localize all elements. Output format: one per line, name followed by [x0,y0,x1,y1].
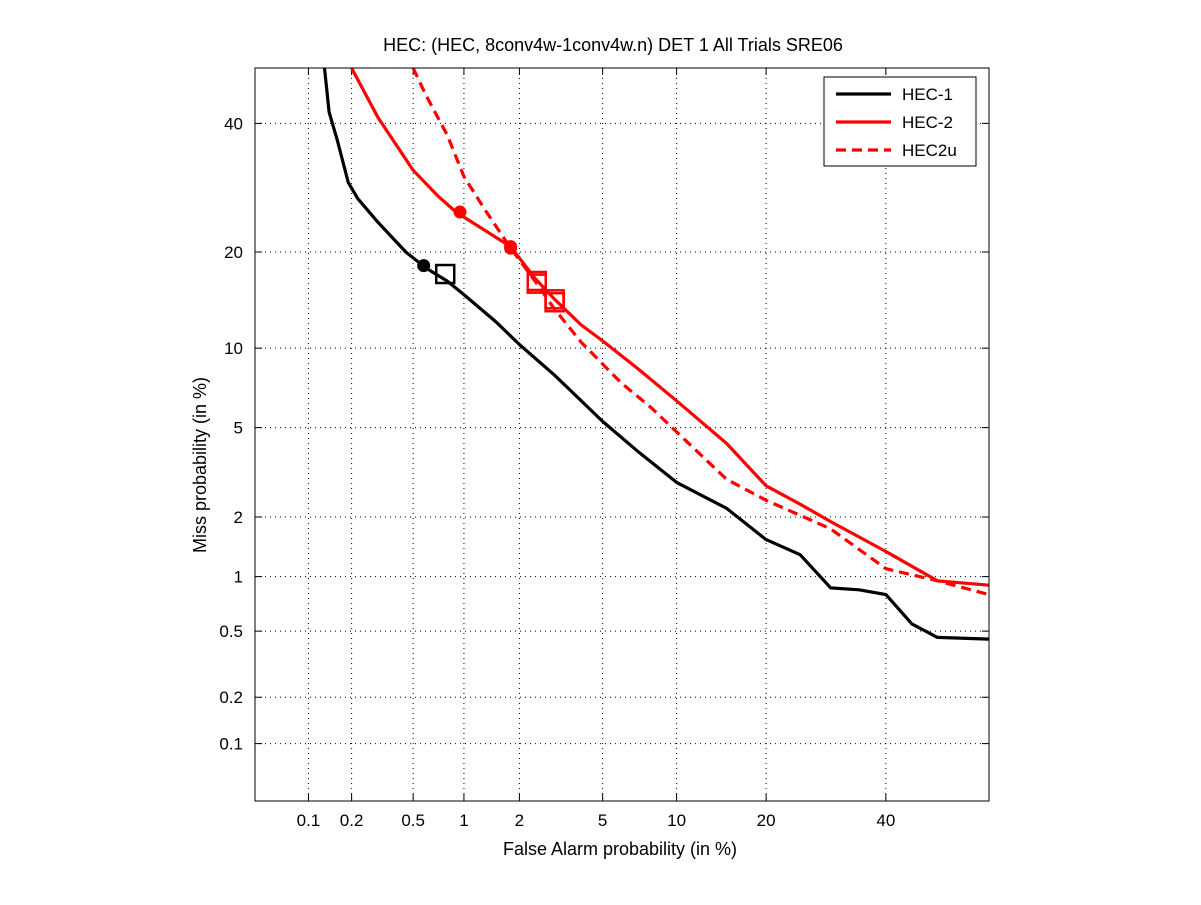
y-tick-label: 20 [224,243,243,262]
plot-frame [254,67,990,802]
series-layer [322,68,989,641]
y-tick-label: 5 [234,419,243,438]
x-tick-label: 40 [876,811,895,830]
x-tick-label: 5 [598,811,607,830]
y-tick-label: 1 [234,568,243,587]
legend-label-hec-2: HEC-2 [902,113,953,132]
x-tick-label: 0.1 [297,811,321,830]
marker-square-hec2u [526,273,547,294]
x-tick-label: 1 [459,811,468,830]
legend-label-hec2u: HEC2u [902,141,957,160]
y-tick-label: 0.2 [219,688,243,707]
y-tick-label: 10 [224,339,243,358]
x-tick-label: 0.5 [401,811,425,830]
ticks-layer: 0.1 0.2 0.5 1 2 5 10 20 40 0.1 0.2 0.5 1 2 5 10 20 40 [219,68,989,830]
x-tick-label: 10 [667,811,686,830]
marker-square-hec2u [544,289,565,310]
series-line-hec2u [411,68,989,597]
series-line-hec-2 [350,68,989,587]
marker-square-hec-1 [434,263,456,285]
x-tick-label: 20 [757,811,776,830]
legend-label-hec-1: HEC-1 [902,85,953,104]
legend: HEC-1 HEC-2 HEC2u [823,76,977,167]
chart-title: HEC: (HEC, 8conv4w-1conv4w.n) DET 1 All … [383,35,843,55]
series-line-hec-1 [322,68,989,641]
y-axis-label: Miss probability (in %) [190,377,210,553]
y-tick-label: 0.5 [219,622,243,641]
y-tick-label: 40 [224,114,243,133]
x-tick-label: 0.2 [340,811,364,830]
series-hec2u [411,68,989,597]
marker-circle-hec-1 [417,259,431,273]
series-hec-1 [322,68,989,641]
marker-circle-hec-2 [453,205,467,219]
x-tick-label: 2 [515,811,524,830]
y-tick-label: 2 [234,508,243,527]
y-tick-label: 0.1 [219,735,243,754]
grid-layer [255,68,989,801]
x-axis-label: False Alarm probability (in %) [503,839,737,859]
marker-circle-hec2u [504,241,518,255]
